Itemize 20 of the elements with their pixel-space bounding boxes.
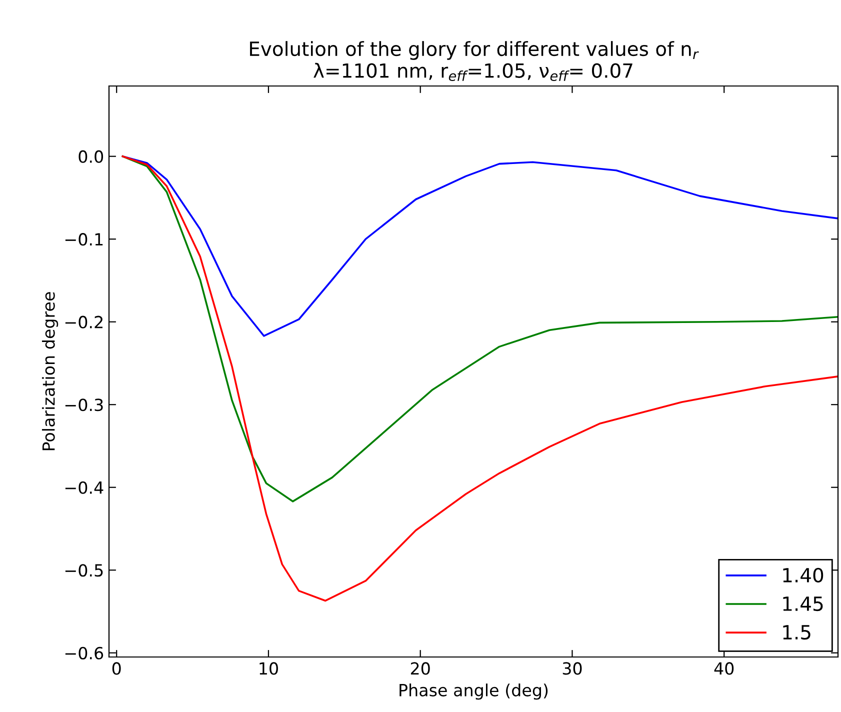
x-tick-label: 20	[410, 662, 430, 675]
chart-title: Evolution of the glory for different values of n$_{r}$ λ=1101 nm, r$_{eff}$=1.05, ν$_{eff}$= 0.07	[250, 41, 699, 82]
y-tick-label: −0.6	[65, 646, 104, 660]
y-tick-label: 0.0	[78, 150, 104, 163]
line-series	[122, 155, 838, 337]
x-tick-label: 0	[112, 662, 121, 675]
x-tick-label: 40	[714, 662, 734, 675]
x-tick-label: 30	[562, 662, 582, 675]
line-series	[122, 155, 838, 502]
y-tick-label: −0.3	[65, 398, 103, 412]
legend-label: 1.45	[783, 596, 823, 612]
legend-label: 1.5	[783, 625, 810, 640]
y-tick-label: −0.2	[65, 316, 102, 328]
y-tick-label: −0.1	[65, 233, 103, 246]
y-tick-label: −0.4	[65, 481, 104, 494]
x-axis-title: Phase angle (deg)	[400, 684, 548, 700]
legend-label: 1.40	[783, 568, 824, 583]
y-tick-label: −0.5	[65, 564, 103, 577]
y-axis-title: Polarization degree	[42, 292, 58, 450]
x-tick-label: 10	[260, 662, 278, 675]
